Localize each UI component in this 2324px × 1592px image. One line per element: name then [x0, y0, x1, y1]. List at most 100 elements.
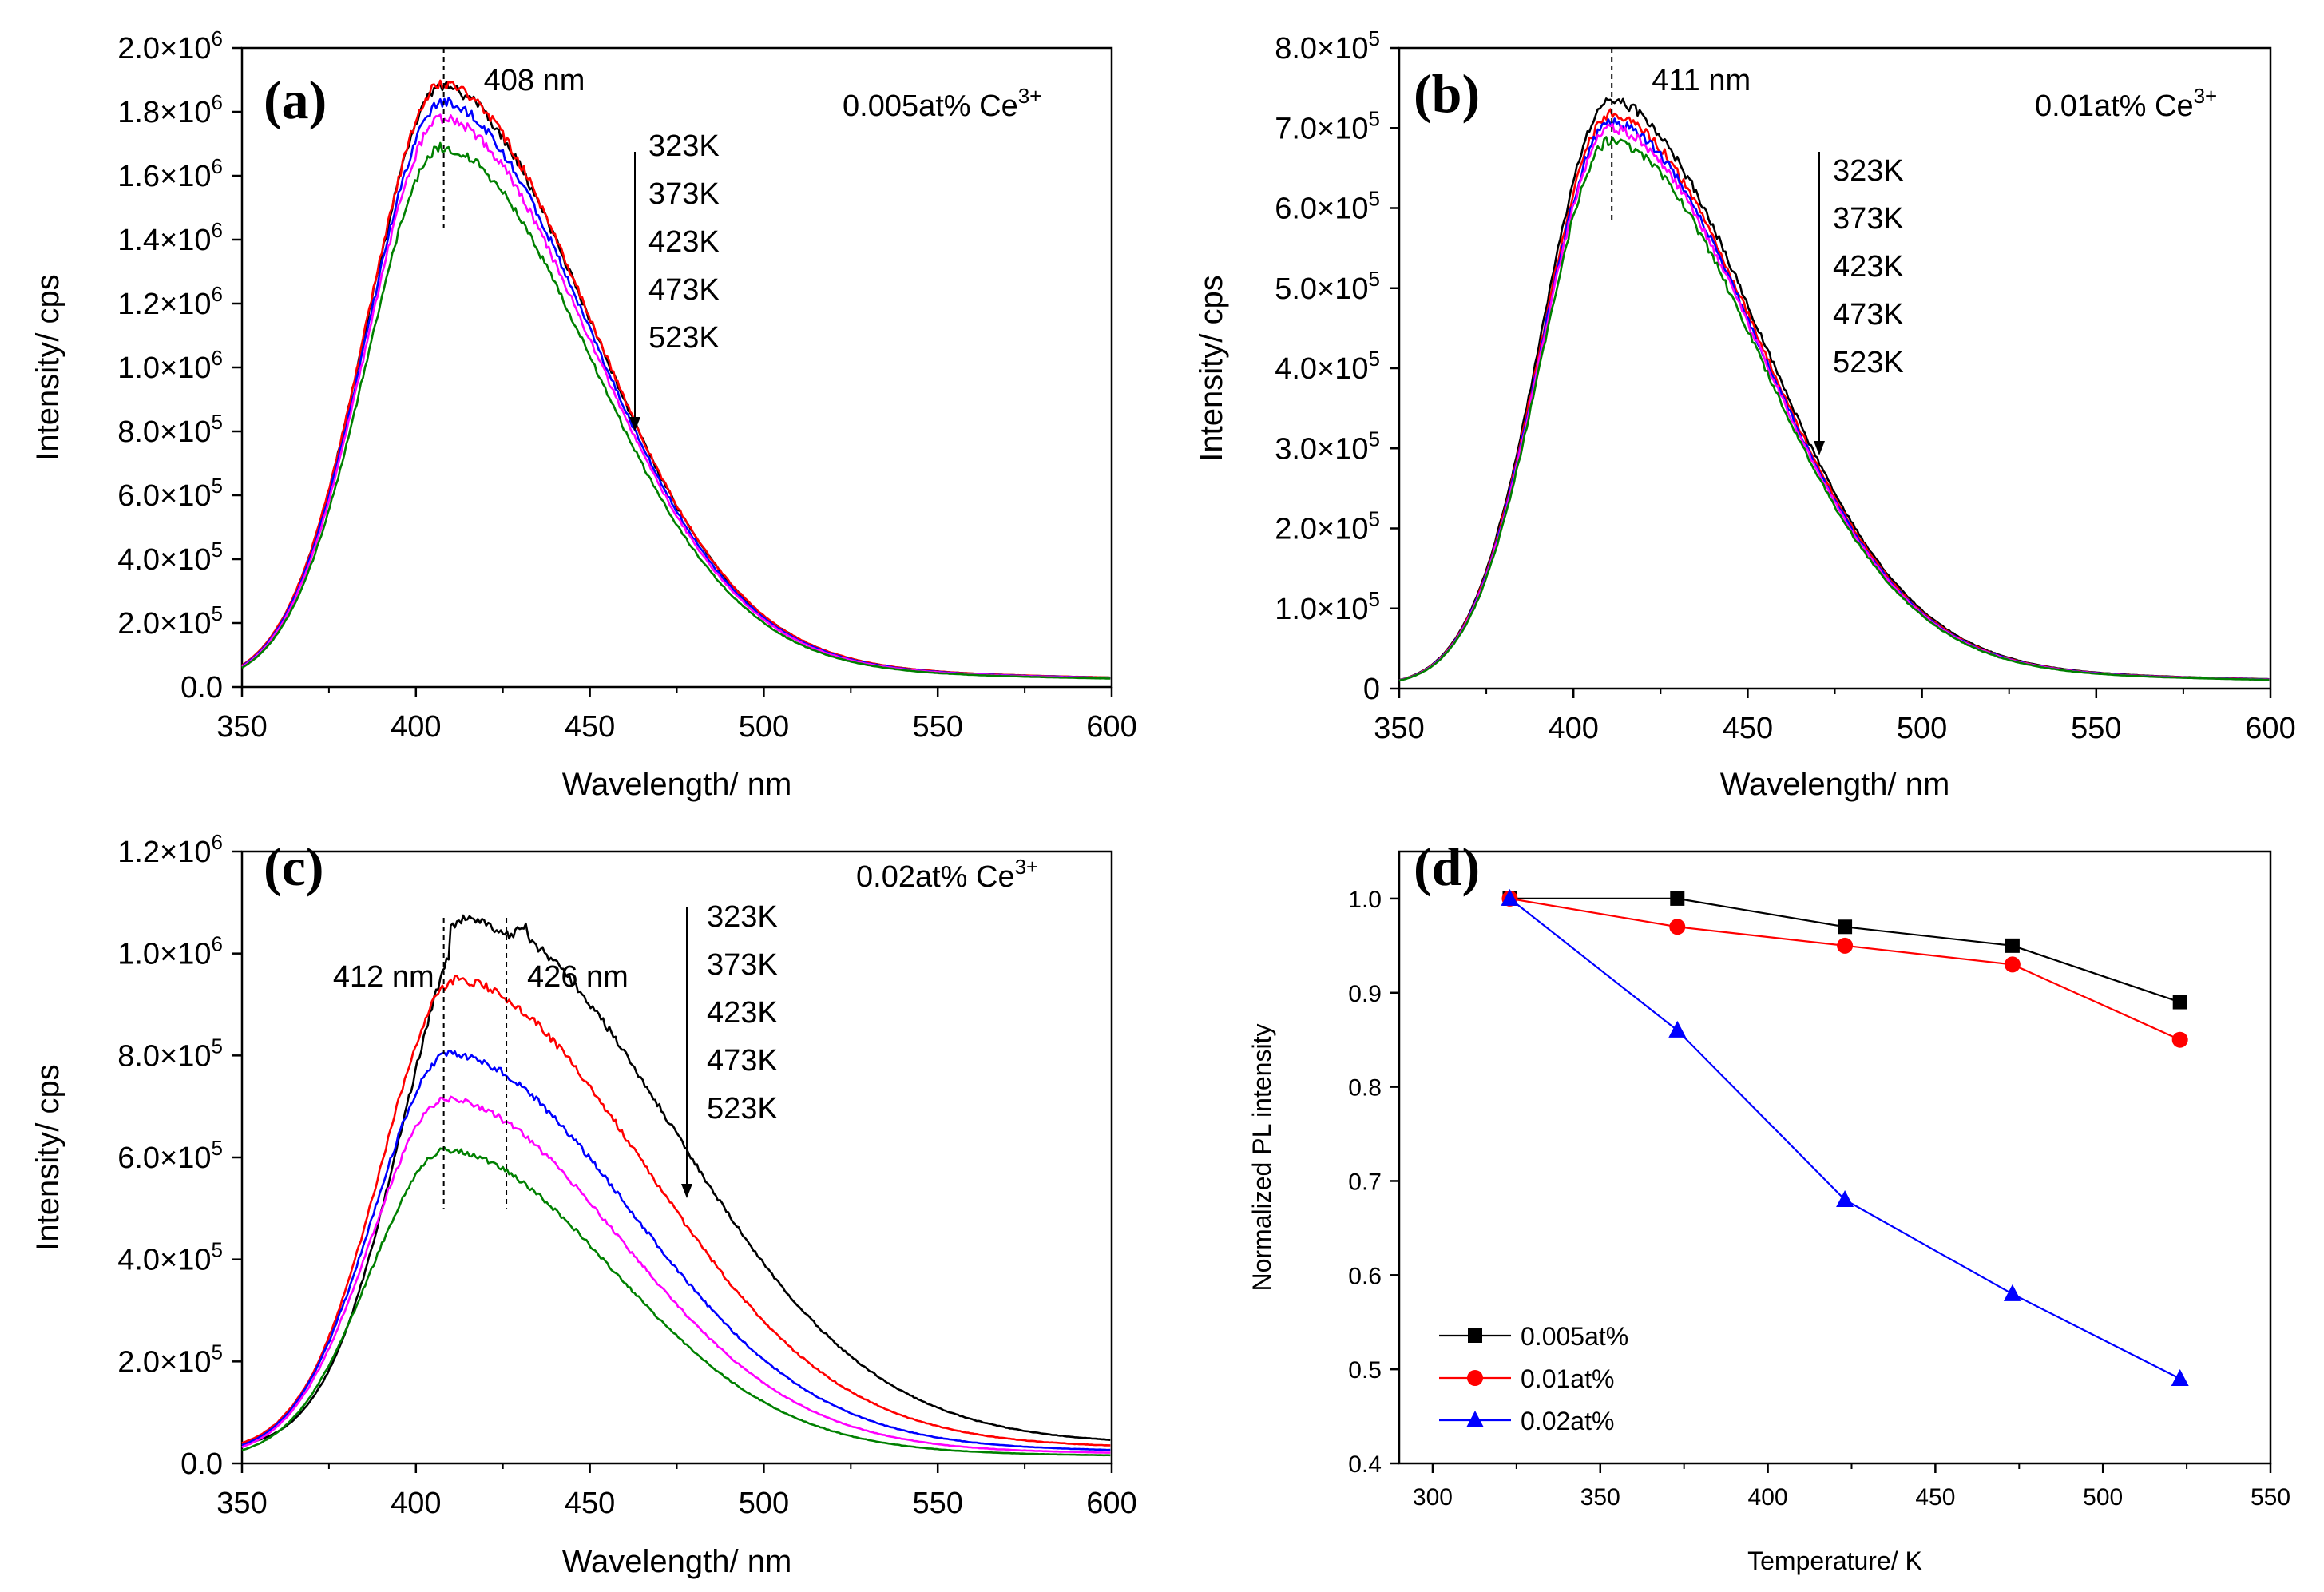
- panel-label: (c): [264, 836, 323, 897]
- data-point: [2003, 1284, 2021, 1301]
- legend-marker: [1466, 1411, 1484, 1427]
- data-point: [1501, 888, 1519, 906]
- y-tick-label: 1.0×105: [1275, 587, 1380, 626]
- temperature-label: 423K: [1833, 250, 1904, 284]
- trend-arrow-head: [1814, 441, 1825, 455]
- x-tick-label: 500: [2083, 1484, 2123, 1511]
- x-tick-label: 450: [565, 1487, 615, 1520]
- y-axis-label: Normalized PL intensity: [1247, 1024, 1276, 1292]
- x-tick-label: 600: [1086, 1487, 1136, 1520]
- temperature-label: 473K: [648, 273, 720, 307]
- y-tick-label: 3.0×105: [1275, 427, 1380, 466]
- peak-label: 412 nm: [333, 960, 434, 994]
- peak-label: 426 nm: [527, 960, 629, 994]
- x-tick-label: 300: [1413, 1484, 1453, 1511]
- sample-label: 0.02at% Ce3+: [856, 855, 1038, 894]
- panel-c: 350 400 450 500 550 600 0.0 2.0×105 4.0×105 6.0×1…: [30, 830, 1137, 1579]
- data-point: [1670, 891, 1685, 906]
- y-tick-label: 1.0×106: [117, 346, 223, 385]
- x-tick-label: 500: [1897, 712, 1947, 745]
- x-tick-label: 450: [1723, 712, 1773, 745]
- x-axis-label: Temperature/ K: [1747, 1546, 1922, 1575]
- y-tick-label: 1.6×106: [117, 154, 223, 193]
- x-tick-label: 400: [391, 1487, 441, 1520]
- spectrum-373K: [241, 79, 1111, 679]
- temperature-label: 423K: [648, 225, 720, 259]
- y-tick-label: 0.9: [1348, 981, 1382, 1007]
- x-axis-label: Wavelength/ nm: [562, 1544, 792, 1579]
- x-tick-label: 350: [216, 710, 267, 744]
- y-tick-label: 4.0×105: [117, 538, 223, 577]
- x-tick-label: 350: [1580, 1484, 1620, 1511]
- y-tick-label: 7.0×105: [1275, 106, 1380, 145]
- spectrum-523K: [1398, 136, 2270, 682]
- temperature-label: 323K: [648, 129, 720, 163]
- panel-d: 300 350 400 450 500 550 0.4 0.5 0.6 0.7 0.8 0.9 1.0 T…: [1247, 836, 2290, 1575]
- y-tick-label: 8.0×105: [1275, 26, 1380, 66]
- spectrum-523K: [241, 141, 1111, 680]
- x-axis-label: Wavelength/ nm: [1720, 767, 1950, 802]
- data-point: [2005, 938, 2020, 953]
- data-point: [1837, 937, 1854, 954]
- x-tick-label: 450: [565, 710, 615, 744]
- y-tick-label: 0.8: [1348, 1075, 1382, 1102]
- x-tick-label: 550: [912, 1487, 962, 1520]
- y-tick-label: 2.0×105: [117, 601, 223, 641]
- x-tick-label: 500: [739, 710, 789, 744]
- x-tick-label: 600: [2245, 712, 2295, 745]
- temperature-label: 323K: [707, 900, 778, 934]
- peak-label: 408 nm: [484, 64, 585, 97]
- y-tick-label: 1.2×106: [117, 282, 223, 321]
- x-tick-label: 400: [1748, 1484, 1788, 1511]
- temperature-label: 373K: [1833, 202, 1904, 236]
- y-axis-label: Intensity/ cps: [30, 1064, 65, 1250]
- data-point: [2004, 956, 2021, 973]
- spectrum-323K: [241, 914, 1111, 1446]
- sample-label: 0.01at% Ce3+: [2035, 84, 2217, 123]
- y-tick-label: 8.0×105: [117, 410, 223, 449]
- data-point: [2171, 1031, 2188, 1048]
- y-tick-label: 6.0×105: [117, 1136, 223, 1175]
- y-axis-label: Intensity/ cps: [30, 274, 65, 460]
- x-tick-label: 350: [1374, 712, 1424, 745]
- legend-label: 0.02at%: [1521, 1407, 1614, 1435]
- y-tick-label: 1.2×106: [117, 830, 223, 869]
- y-tick-label: 5.0×105: [1275, 267, 1380, 306]
- panel-b: 350 400 450 500 550 600 0 1.0×105 2.0×105 3.0×105…: [1194, 26, 2296, 802]
- y-tick-label: 0.0: [180, 1447, 223, 1481]
- legend-label: 0.005at%: [1521, 1322, 1628, 1351]
- temperature-label: 473K: [1833, 298, 1904, 332]
- data-point: [1669, 919, 1686, 935]
- y-tick-label: 2.0×105: [1275, 507, 1380, 546]
- data-point: [2172, 995, 2187, 1010]
- data-point: [1838, 919, 1853, 935]
- temperature-label: 523K: [648, 321, 720, 355]
- legend-marker: [1467, 1370, 1483, 1386]
- spectrum-323K: [241, 81, 1111, 679]
- spectrum-523K: [241, 1146, 1111, 1457]
- temperature-label: 423K: [707, 996, 778, 1030]
- legend-label: 0.01at%: [1521, 1364, 1614, 1393]
- x-tick-label: 500: [739, 1487, 789, 1520]
- legend-marker: [1468, 1328, 1482, 1343]
- y-tick-label: 1.0: [1348, 887, 1382, 913]
- y-tick-label: 8.0×105: [117, 1034, 223, 1073]
- x-tick-label: 600: [1086, 710, 1136, 744]
- y-tick-label: 0.5: [1348, 1357, 1382, 1384]
- data-point: [1836, 1190, 1854, 1208]
- x-tick-label: 400: [1548, 712, 1598, 745]
- x-tick-label: 450: [1915, 1484, 1955, 1511]
- panel-label: (a): [264, 69, 327, 130]
- y-axis-label: Intensity/ cps: [1194, 275, 1229, 461]
- data-point: [2171, 1368, 2189, 1386]
- y-tick-label: 1.8×106: [117, 90, 223, 129]
- trend-arrow-head: [629, 417, 640, 431]
- y-tick-label: 4.0×105: [117, 1238, 223, 1277]
- trend-arrow-head: [681, 1184, 692, 1198]
- y-tick-label: 2.0×106: [117, 26, 223, 66]
- spectrum-423K: [241, 1050, 1111, 1451]
- x-axis-label: Wavelength/ nm: [562, 767, 792, 802]
- panel-a: 350 400 450 500 550 600 0.0 2.0×105 4.0×105 6.0×1…: [30, 26, 1137, 802]
- data-point: [1668, 1020, 1687, 1038]
